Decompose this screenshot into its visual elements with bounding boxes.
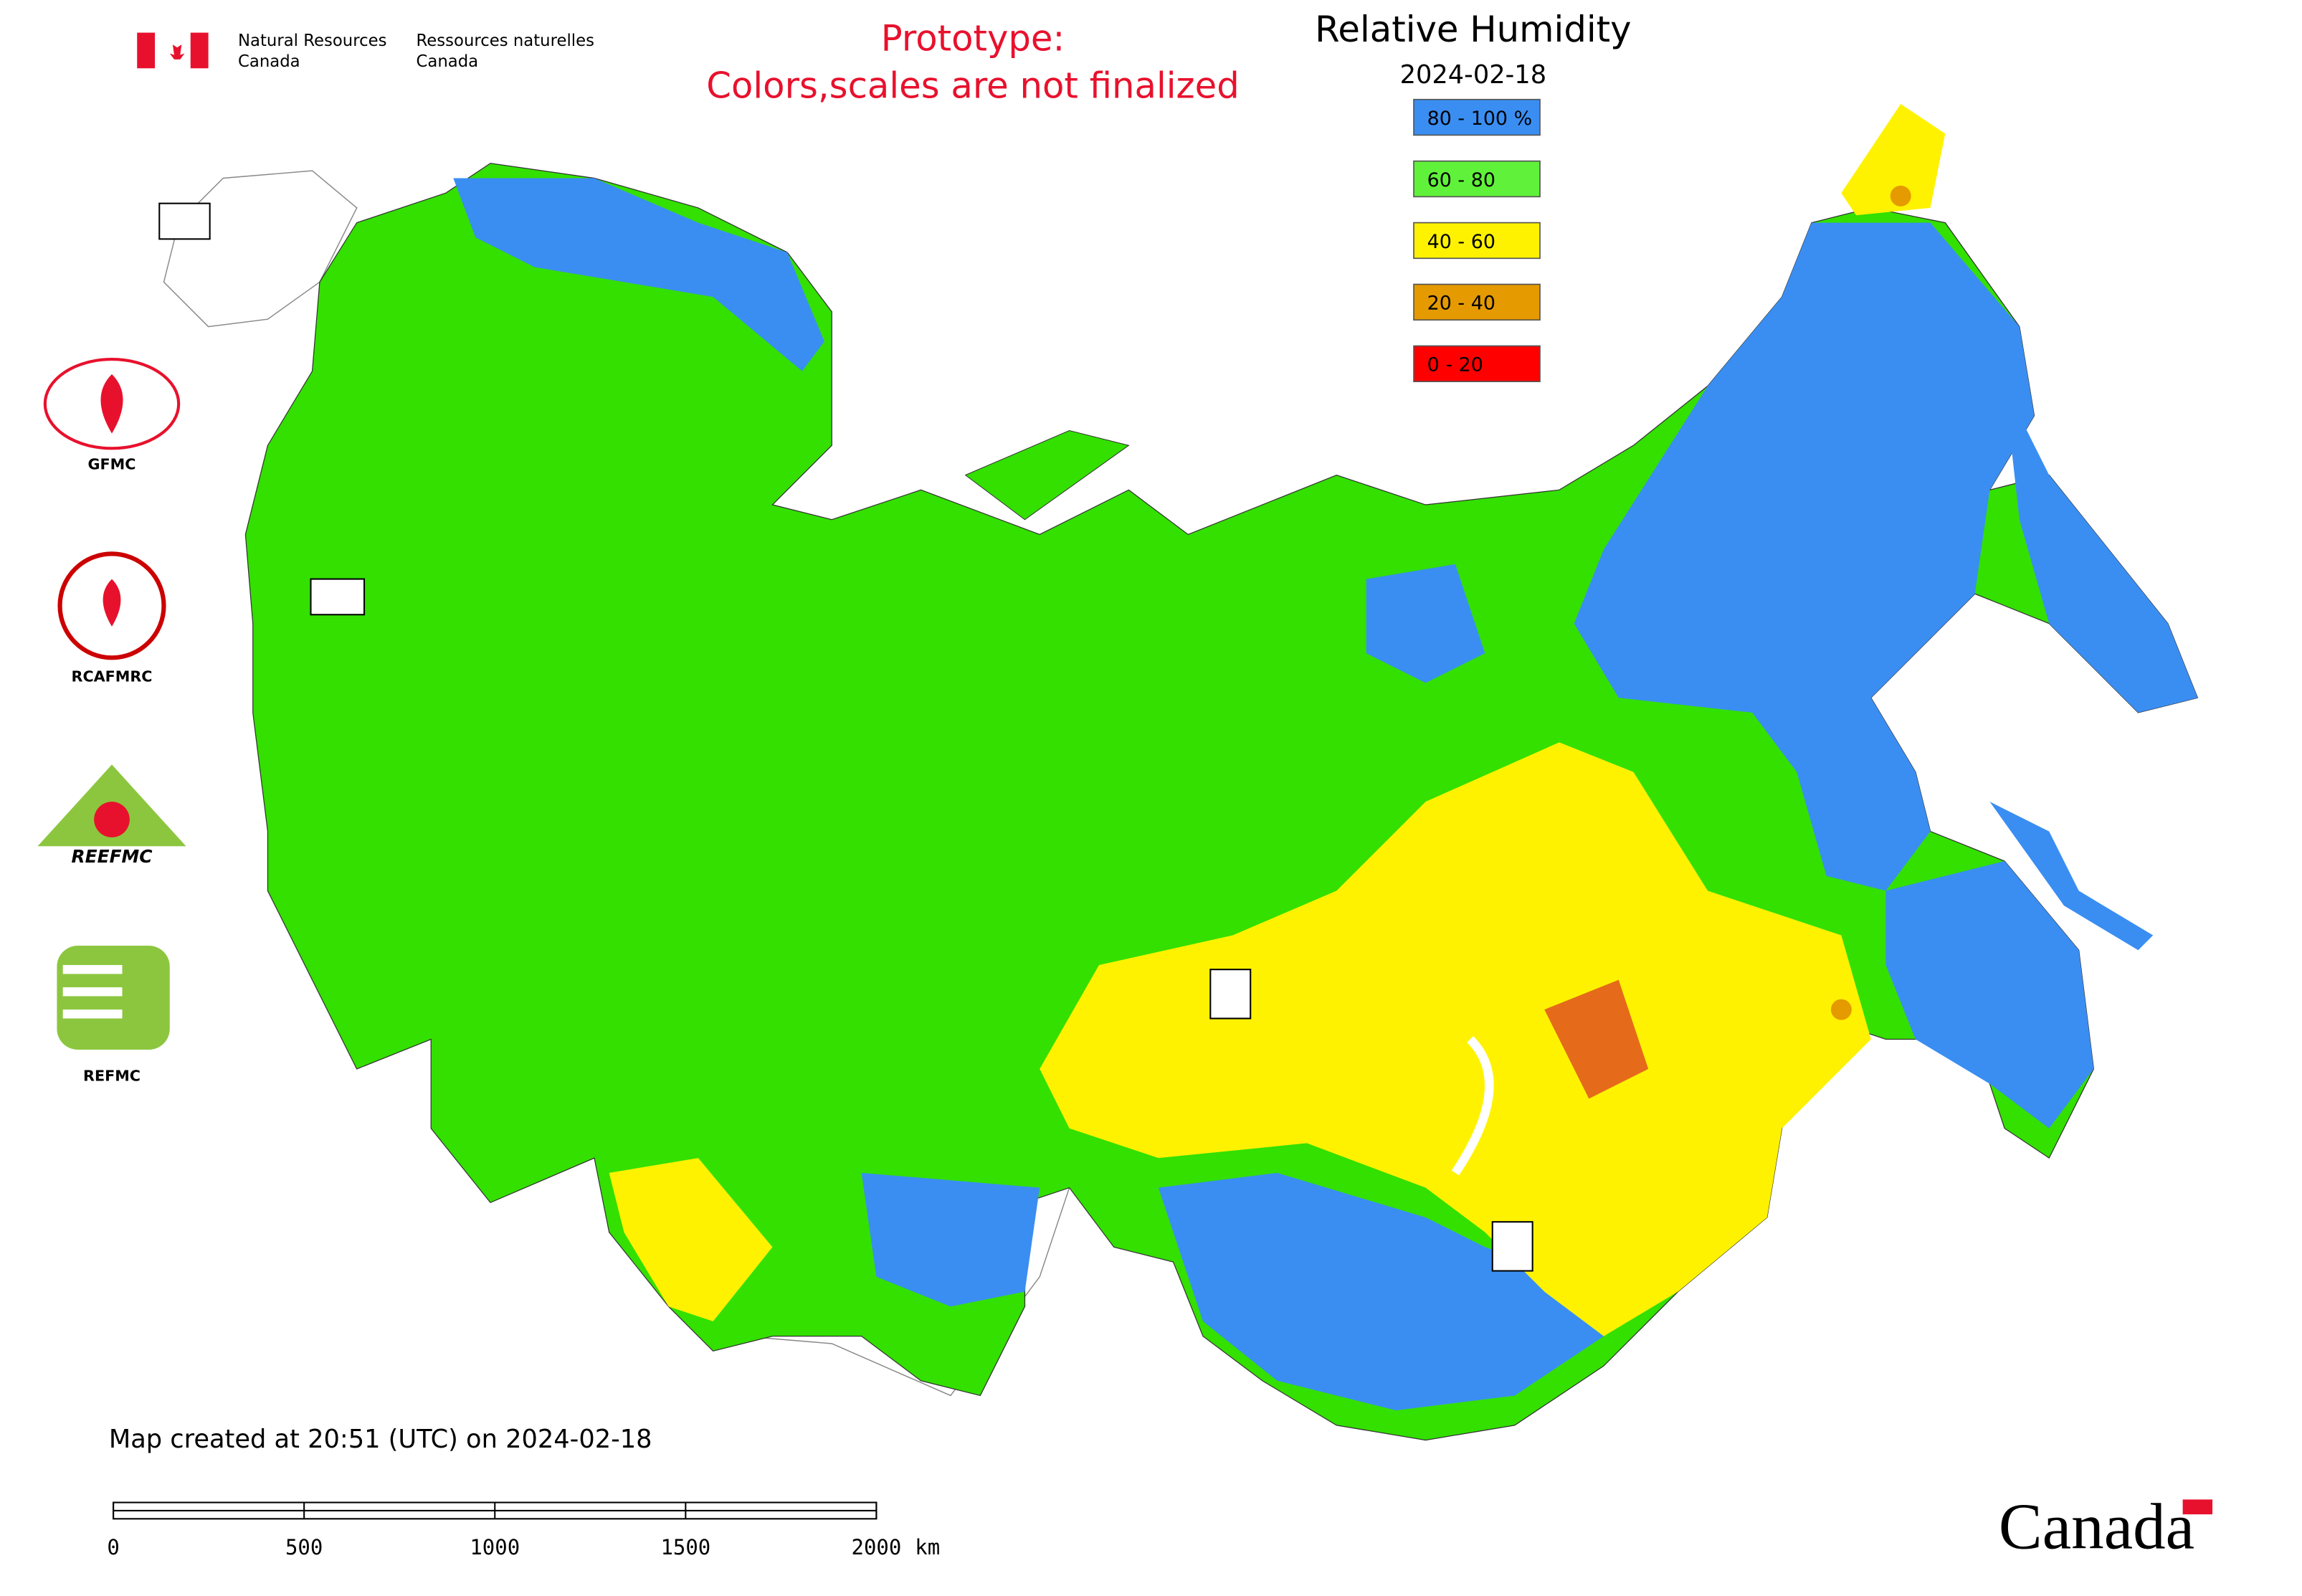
scale-label: 500 (285, 1535, 323, 1559)
agency-en: Natural Resources (238, 32, 386, 50)
agency-en: Canada (238, 52, 300, 71)
legend-title: Relative Humidity (1315, 9, 1631, 50)
region-blue (1574, 222, 2035, 891)
legend-label: 40 - 60 (1427, 231, 1495, 253)
scale-label: 1500 (660, 1535, 710, 1559)
refmc-logo (57, 946, 170, 1050)
logo-label: GFMC (88, 455, 136, 472)
legend-label: 60 - 80 (1427, 169, 1495, 191)
legend-label: 20 - 40 (1427, 293, 1495, 315)
region-blue (861, 1172, 1040, 1307)
scale-unit: km (915, 1535, 940, 1559)
canada-wordmark: Canada (1999, 1491, 2194, 1563)
legend-label: 80 - 100 % (1427, 108, 1533, 130)
notice: Colors,scales are not finalized (706, 65, 1239, 107)
region-blue (1885, 861, 2094, 1129)
sakhalin (1989, 802, 2154, 951)
legend-swatch (1413, 222, 1541, 260)
wordmark-flag (2182, 1499, 2213, 1515)
notice: Prototype: (881, 17, 1065, 59)
created-note: Map created at 20:51 (UTC) on 2024-02-18 (109, 1425, 652, 1454)
region-orange (1830, 999, 1852, 1020)
humidity-map (244, 103, 2199, 1441)
scale-bar: 0 500 1000 1500 2000 km (107, 1501, 940, 1559)
lake-baikal (1451, 1036, 1494, 1176)
legend-date: 2024-02-18 (1400, 60, 1547, 90)
logo-label: REFMC (83, 1067, 141, 1084)
station-icon (310, 578, 366, 616)
agency-fr: Ressources naturelles (417, 32, 594, 50)
legend-swatch (1413, 345, 1541, 382)
region-orange (1544, 979, 1649, 1099)
region-yellow (609, 1158, 773, 1321)
legend-swatch (1413, 98, 1541, 136)
station-icon (1209, 969, 1252, 1020)
region-blue (2004, 386, 2198, 713)
legend-swatch (1413, 283, 1541, 321)
logo-label: RCAFMRC (72, 668, 153, 685)
region-blue (453, 178, 824, 371)
legend-label: 0 - 20 (1427, 354, 1483, 376)
scale-label: 1000 (470, 1535, 520, 1559)
region-orange (1890, 185, 1911, 206)
agency-fr: Canada (417, 52, 479, 71)
logo-text: REEFMC (72, 846, 153, 867)
region-yellow (1040, 742, 1871, 1336)
reefmc-logo (37, 764, 186, 847)
region-blue (1158, 1172, 1604, 1411)
rcafmrc-logo (57, 551, 166, 660)
legend: 80 - 100 % 60 - 80 40 - 60 20 - 40 0 - 20 (1413, 98, 1541, 382)
station-icon (158, 202, 211, 240)
region-yellow (1841, 103, 1946, 216)
legend-swatch (1413, 160, 1541, 198)
station-icon (1491, 1221, 1533, 1272)
novaya-zemlya (964, 429, 1130, 521)
region-blue (1366, 564, 1485, 683)
gfmc-logo (43, 358, 181, 450)
scale-label: 2000 (852, 1535, 902, 1559)
scale-label: 0 (107, 1535, 119, 1559)
canada-flag (137, 32, 209, 69)
